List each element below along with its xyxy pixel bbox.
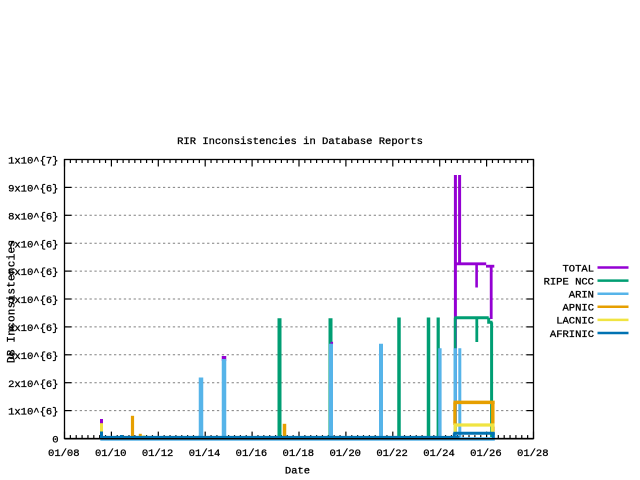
svg-text:DB Inconsistencies: DB Inconsistencies [7, 240, 19, 363]
svg-text:7x10^{6}: 7x10^{6} [8, 239, 58, 251]
svg-text:1x10^{6}: 1x10^{6} [8, 407, 58, 419]
svg-text:01/12: 01/12 [142, 448, 174, 460]
svg-text:01/18: 01/18 [283, 448, 315, 460]
svg-text:2x10^{6}: 2x10^{6} [8, 379, 58, 391]
svg-text:RIPE NCC: RIPE NCC [544, 276, 594, 288]
svg-text:01/16: 01/16 [236, 448, 268, 460]
svg-text:ARIN: ARIN [569, 290, 594, 302]
svg-text:APNIC: APNIC [562, 303, 594, 315]
svg-text:01/20: 01/20 [329, 448, 361, 460]
svg-text:01/10: 01/10 [95, 448, 127, 460]
svg-text:6x10^{6}: 6x10^{6} [8, 267, 58, 279]
svg-text:0: 0 [52, 435, 58, 447]
svg-text:01/14: 01/14 [189, 448, 221, 460]
svg-text:5x10^{6}: 5x10^{6} [8, 295, 58, 307]
svg-text:TOTAL: TOTAL [562, 263, 594, 275]
svg-text:Date: Date [285, 466, 310, 478]
svg-text:AFRINIC: AFRINIC [550, 329, 594, 341]
svg-text:1x10^{7}: 1x10^{7} [8, 156, 58, 168]
svg-text:3x10^{6}: 3x10^{6} [8, 351, 58, 363]
svg-text:01/24: 01/24 [423, 448, 455, 460]
svg-text:01/28: 01/28 [517, 448, 549, 460]
svg-text:9x10^{6}: 9x10^{6} [8, 184, 58, 196]
svg-text:RIR Inconsistencies in Databas: RIR Inconsistencies in Database Reports [177, 136, 423, 148]
svg-text:8x10^{6}: 8x10^{6} [8, 211, 58, 223]
svg-text:4x10^{6}: 4x10^{6} [8, 323, 58, 335]
svg-text:01/22: 01/22 [376, 448, 408, 460]
svg-text:LACNIC: LACNIC [556, 316, 594, 328]
svg-text:01/08: 01/08 [48, 448, 80, 460]
svg-text:01/26: 01/26 [470, 448, 502, 460]
